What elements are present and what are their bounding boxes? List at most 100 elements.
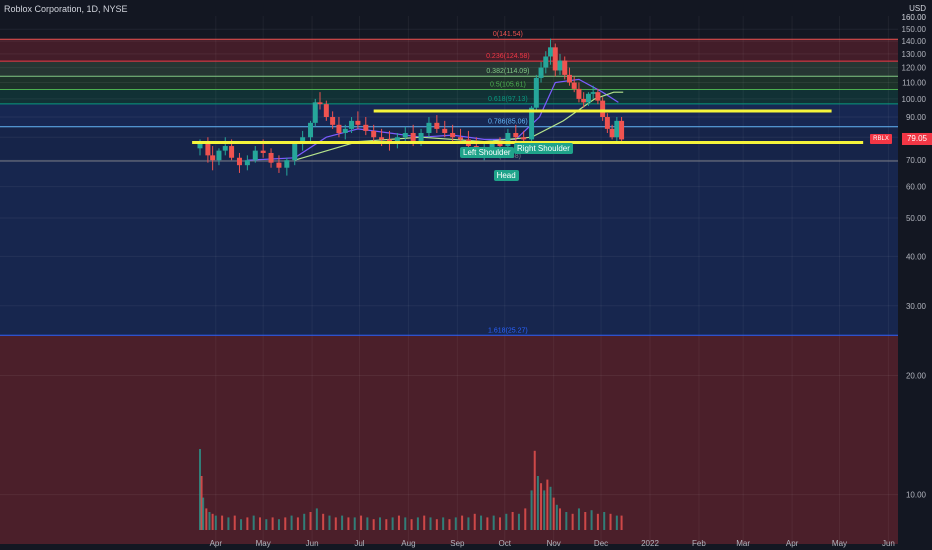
- x-tick-label: May: [256, 539, 271, 548]
- candle-body: [489, 143, 495, 149]
- candle-body: [336, 124, 342, 133]
- candle-body: [604, 117, 610, 129]
- candle-body: [513, 132, 519, 138]
- candle-body: [450, 132, 456, 138]
- candle-body: [355, 120, 361, 125]
- y-tick-label: 110.00: [902, 79, 926, 88]
- candle-body: [505, 132, 511, 147]
- volume-bar: [309, 512, 312, 530]
- volume-bar: [480, 515, 483, 530]
- volume-bar: [552, 497, 555, 530]
- candle-body: [619, 120, 625, 140]
- candle-body: [210, 155, 216, 161]
- last-price-tag: 79.05: [902, 133, 932, 146]
- candle-body: [260, 150, 266, 153]
- volume-bar: [596, 513, 599, 530]
- volume-bar: [410, 519, 413, 530]
- candle-body: [548, 47, 554, 57]
- fib-band: [0, 39, 898, 62]
- volume-bar: [328, 515, 331, 530]
- candle-body: [562, 60, 568, 75]
- volume-bar: [571, 513, 574, 530]
- candle-body: [529, 107, 535, 140]
- candle-body: [229, 146, 235, 158]
- candle-body: [312, 102, 318, 123]
- volume-bar: [517, 513, 520, 530]
- volume-bar: [577, 508, 580, 530]
- y-tick-label: 60.00: [906, 183, 927, 192]
- candle-body: [442, 128, 448, 133]
- volume-bar: [341, 515, 344, 530]
- volume-bar: [315, 508, 318, 530]
- symbol-tag: RBLX: [870, 134, 892, 145]
- x-tick-label: Jun: [882, 539, 895, 548]
- fib-label: 1.618(25.27): [488, 327, 528, 334]
- fib-label: 0.786(85.06): [488, 119, 528, 126]
- y-tick-label: 140.00: [902, 37, 927, 46]
- volume-bar: [530, 490, 533, 530]
- y-tick-label: 120.00: [902, 64, 927, 73]
- y-tick-label: 10.00: [906, 491, 927, 500]
- volume-bar: [559, 508, 561, 530]
- candle-body: [418, 132, 424, 142]
- y-tick-label: 30.00: [906, 302, 927, 311]
- candle-body: [458, 137, 464, 140]
- candle-body: [300, 137, 306, 144]
- candle-body: [497, 143, 503, 147]
- volume-bar: [603, 512, 606, 530]
- candle-body: [284, 160, 290, 168]
- volume-bar: [423, 515, 426, 530]
- candle-body: [543, 56, 549, 68]
- volume-bar: [533, 450, 536, 530]
- volume-bar: [379, 517, 381, 530]
- fib-label: 0.5(105.61): [490, 82, 526, 89]
- candle-body: [585, 93, 591, 103]
- volume-bar: [536, 476, 539, 530]
- volume-bar: [505, 513, 508, 530]
- volume-bar: [590, 510, 593, 530]
- candle-body: [308, 122, 314, 138]
- candle-body: [521, 137, 527, 140]
- candle-body: [342, 128, 348, 133]
- y-tick-label: 70.00: [906, 156, 927, 165]
- head-label: Head: [493, 170, 519, 182]
- x-tick-label: Mar: [736, 539, 750, 548]
- volume-bar: [347, 517, 350, 530]
- fib-label: 0.382(114.09): [486, 68, 529, 75]
- volume-bar: [202, 497, 205, 530]
- x-tick-label: May: [832, 539, 847, 548]
- fib-label: 0(141.54): [493, 31, 523, 38]
- candle-body: [566, 74, 572, 83]
- candle-body: [410, 132, 416, 142]
- top-tick: 160.00: [901, 13, 926, 22]
- candle-body: [222, 146, 228, 151]
- volume-bar: [334, 517, 337, 530]
- x-tick-label: Apr: [786, 539, 799, 548]
- volume-bar: [397, 515, 400, 530]
- candle-body: [330, 117, 336, 125]
- volume-bar: [277, 519, 280, 530]
- candle-body: [571, 82, 577, 89]
- volume-bar: [540, 483, 543, 530]
- x-tick-label: Oct: [499, 539, 512, 548]
- volume-bar: [290, 515, 293, 530]
- y-axis-panel: [900, 0, 932, 550]
- candle-body: [244, 160, 250, 166]
- x-tick-label: Jun: [306, 539, 319, 548]
- volume-bar: [240, 519, 243, 530]
- volume-bar: [416, 517, 419, 530]
- volume-bar: [221, 515, 224, 530]
- volume-bar: [429, 517, 432, 530]
- candle-body: [216, 150, 222, 161]
- volume-bar: [546, 479, 549, 530]
- x-tick-label: Feb: [692, 539, 706, 548]
- volume-bar: [615, 515, 618, 530]
- candle-body: [552, 47, 558, 71]
- volume-bar: [467, 517, 470, 530]
- volume-bar: [442, 517, 445, 530]
- candle-body: [576, 88, 582, 99]
- volume-bar: [555, 504, 558, 530]
- candle-body: [363, 124, 369, 131]
- volume-bar: [543, 490, 546, 530]
